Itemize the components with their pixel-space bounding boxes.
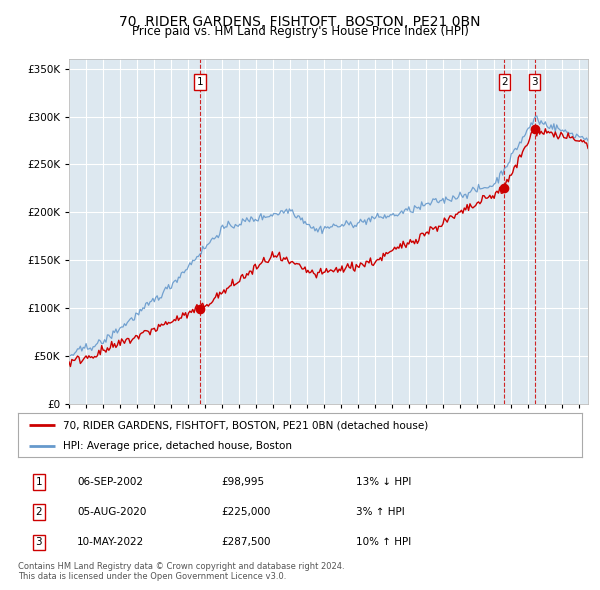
Text: 10% ↑ HPI: 10% ↑ HPI	[356, 537, 412, 548]
Text: 05-AUG-2020: 05-AUG-2020	[77, 507, 146, 517]
Text: £225,000: £225,000	[221, 507, 271, 517]
Text: 10-MAY-2022: 10-MAY-2022	[77, 537, 145, 548]
Text: 06-SEP-2002: 06-SEP-2002	[77, 477, 143, 487]
Text: £287,500: £287,500	[221, 537, 271, 548]
Text: 70, RIDER GARDENS, FISHTOFT, BOSTON, PE21 0BN: 70, RIDER GARDENS, FISHTOFT, BOSTON, PE2…	[119, 15, 481, 29]
Text: £98,995: £98,995	[221, 477, 264, 487]
Text: 3% ↑ HPI: 3% ↑ HPI	[356, 507, 405, 517]
Text: 2: 2	[35, 507, 42, 517]
Text: 3: 3	[531, 77, 538, 87]
Text: Contains HM Land Registry data © Crown copyright and database right 2024.
This d: Contains HM Land Registry data © Crown c…	[18, 562, 344, 581]
Text: 2: 2	[501, 77, 508, 87]
Text: 1: 1	[35, 477, 42, 487]
Text: HPI: Average price, detached house, Boston: HPI: Average price, detached house, Bost…	[63, 441, 292, 451]
Text: 1: 1	[196, 77, 203, 87]
Text: 3: 3	[35, 537, 42, 548]
Text: 13% ↓ HPI: 13% ↓ HPI	[356, 477, 412, 487]
Text: Price paid vs. HM Land Registry's House Price Index (HPI): Price paid vs. HM Land Registry's House …	[131, 25, 469, 38]
Text: 70, RIDER GARDENS, FISHTOFT, BOSTON, PE21 0BN (detached house): 70, RIDER GARDENS, FISHTOFT, BOSTON, PE2…	[63, 421, 428, 430]
